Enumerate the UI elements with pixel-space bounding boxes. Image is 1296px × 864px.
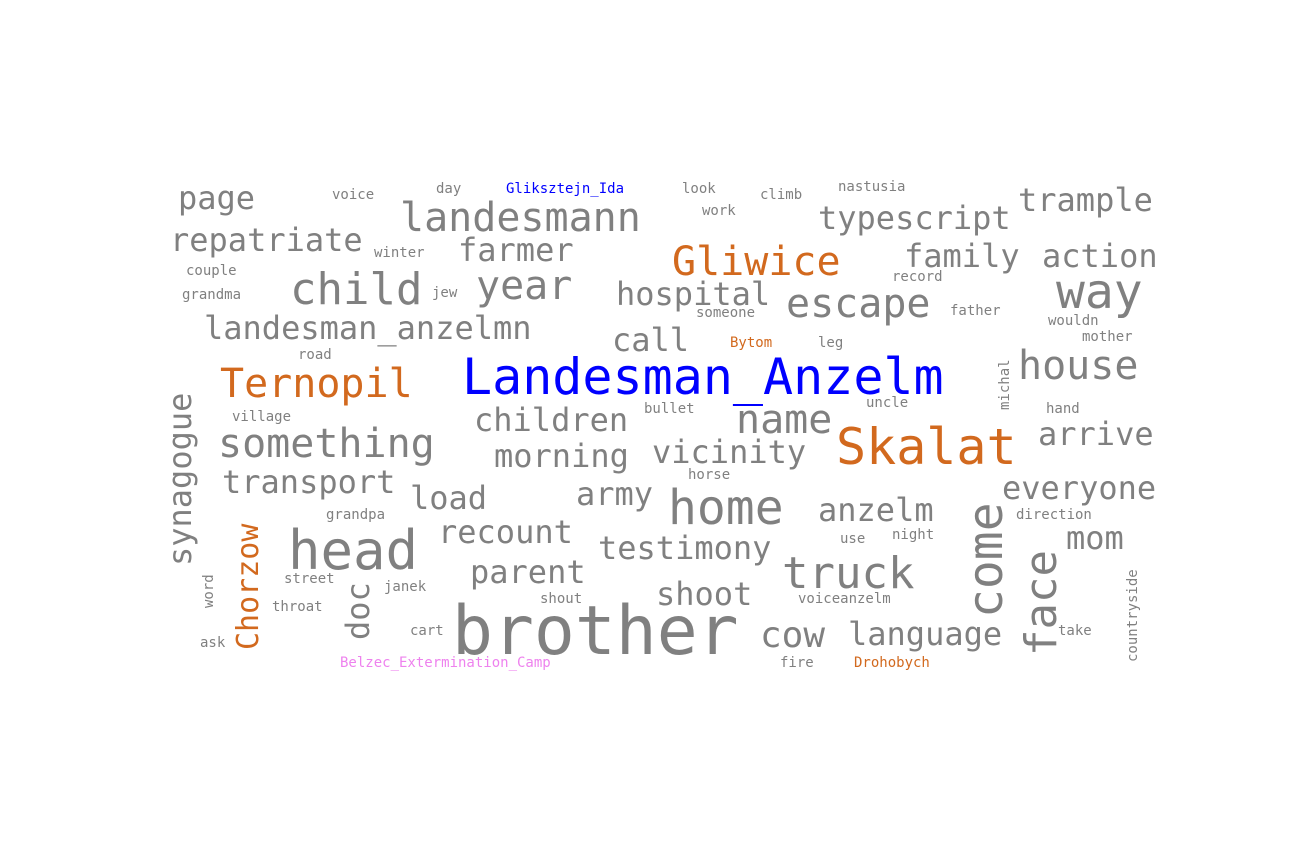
word-father: father (950, 303, 1001, 319)
word-brother: brother (452, 592, 739, 671)
word-action: action (1042, 237, 1158, 275)
word-record: record (892, 269, 943, 285)
word-ternopil: Ternopil (220, 361, 413, 407)
word-word: word (201, 574, 217, 608)
word-face: face (1016, 550, 1067, 656)
word-throat: throat (272, 599, 323, 615)
word-load: load (410, 479, 488, 517)
word-shout: shout (540, 591, 583, 607)
word-hospital: hospital (616, 275, 771, 313)
word-vicinity: vicinity (652, 433, 807, 471)
word-house: house (1018, 343, 1139, 389)
word-anzelm: anzelm (818, 491, 934, 529)
word-someone: someone (696, 305, 756, 321)
word-morning: morning (494, 437, 629, 475)
word-leg: leg (818, 335, 844, 351)
word-bullet: bullet (644, 401, 695, 417)
word-synagogue: synagogue (161, 392, 199, 566)
word-page: page (178, 179, 256, 217)
word-mom: mom (1066, 519, 1124, 557)
word-parent: parent (470, 553, 586, 591)
word-name: name (736, 397, 833, 443)
word-family: family (904, 237, 1020, 275)
word-truck: truck (782, 548, 915, 599)
word-skalat: Skalat (836, 418, 1017, 476)
word-children: children (474, 401, 629, 439)
word-night: night (892, 527, 935, 543)
word-janek: janek (384, 579, 427, 595)
word-doc: doc (339, 582, 377, 640)
word-grandma: grandma (182, 287, 242, 303)
word-recount: recount (438, 513, 573, 551)
word-village: village (232, 409, 292, 425)
word-jew: jew (432, 285, 458, 301)
word-landesmann: landesmann (400, 195, 641, 241)
word-grandpa: grandpa (326, 507, 386, 523)
word-landesman-anzelm: Landesman_Anzelm (462, 348, 944, 406)
word-drohobych: Drohobych (854, 655, 930, 671)
word-work: work (702, 203, 736, 219)
word-uncle: uncle (866, 395, 909, 411)
word-look: look (682, 181, 716, 197)
word-landesman-anzelmn: landesman_anzelmn (204, 309, 532, 347)
word-way: way (1056, 264, 1143, 320)
word-transport: transport (222, 463, 396, 501)
word-shoot: shoot (656, 575, 753, 613)
word-head: head (288, 519, 419, 582)
word-call: call (612, 321, 690, 359)
word-escape: escape (786, 281, 931, 327)
word-gliwice: Gliwice (672, 239, 841, 285)
word-belzec-extermination-camp: Belzec_Extermination_Camp (340, 655, 551, 671)
word-mother: mother (1082, 329, 1133, 345)
word-testimony: testimony (598, 529, 772, 567)
word-fire: fire (780, 655, 814, 671)
word-winter: winter (374, 245, 425, 261)
word-day: day (436, 181, 462, 197)
word-horse: horse (688, 467, 731, 483)
word-countryside: countryside (1125, 569, 1141, 662)
word-voiceanzelm: voiceanzelm (798, 591, 891, 607)
word-cow: cow (760, 615, 826, 656)
word-typescript: typescript (818, 199, 1011, 237)
word-home: home (668, 480, 784, 536)
word-come: come (958, 502, 1014, 618)
word-use: use (840, 531, 866, 547)
word-child: child (290, 264, 423, 315)
word-gliksztejn-ida: Gliksztejn_Ida (506, 181, 625, 197)
word-farmer: farmer (458, 231, 574, 269)
word-hand: hand (1046, 401, 1080, 417)
word-arrive: arrive (1038, 415, 1154, 453)
word-army: army (576, 475, 654, 513)
word-wouldn: wouldn (1048, 313, 1099, 329)
word-take: take (1058, 623, 1092, 639)
word-cart: cart (410, 623, 444, 639)
word-road: road (298, 347, 332, 363)
word-language: language (848, 615, 1003, 653)
word-bytom: Bytom (730, 335, 773, 351)
word-street: street (284, 571, 335, 587)
word-voice: voice (332, 187, 375, 203)
word-chorzow: Chorzow (231, 523, 266, 650)
word-repatriate: repatriate (170, 221, 363, 259)
word-everyone: everyone (1002, 469, 1157, 507)
word-nastusia: nastusia (838, 179, 906, 195)
word-something: something (218, 421, 435, 467)
word-ask: ask (200, 635, 226, 651)
word-michal: michal (997, 359, 1013, 410)
word-climb: climb (760, 187, 803, 203)
word-direction: direction (1016, 507, 1092, 523)
word-couple: couple (186, 263, 237, 279)
word-trample: trample (1018, 181, 1153, 219)
word-year: year (476, 263, 573, 309)
